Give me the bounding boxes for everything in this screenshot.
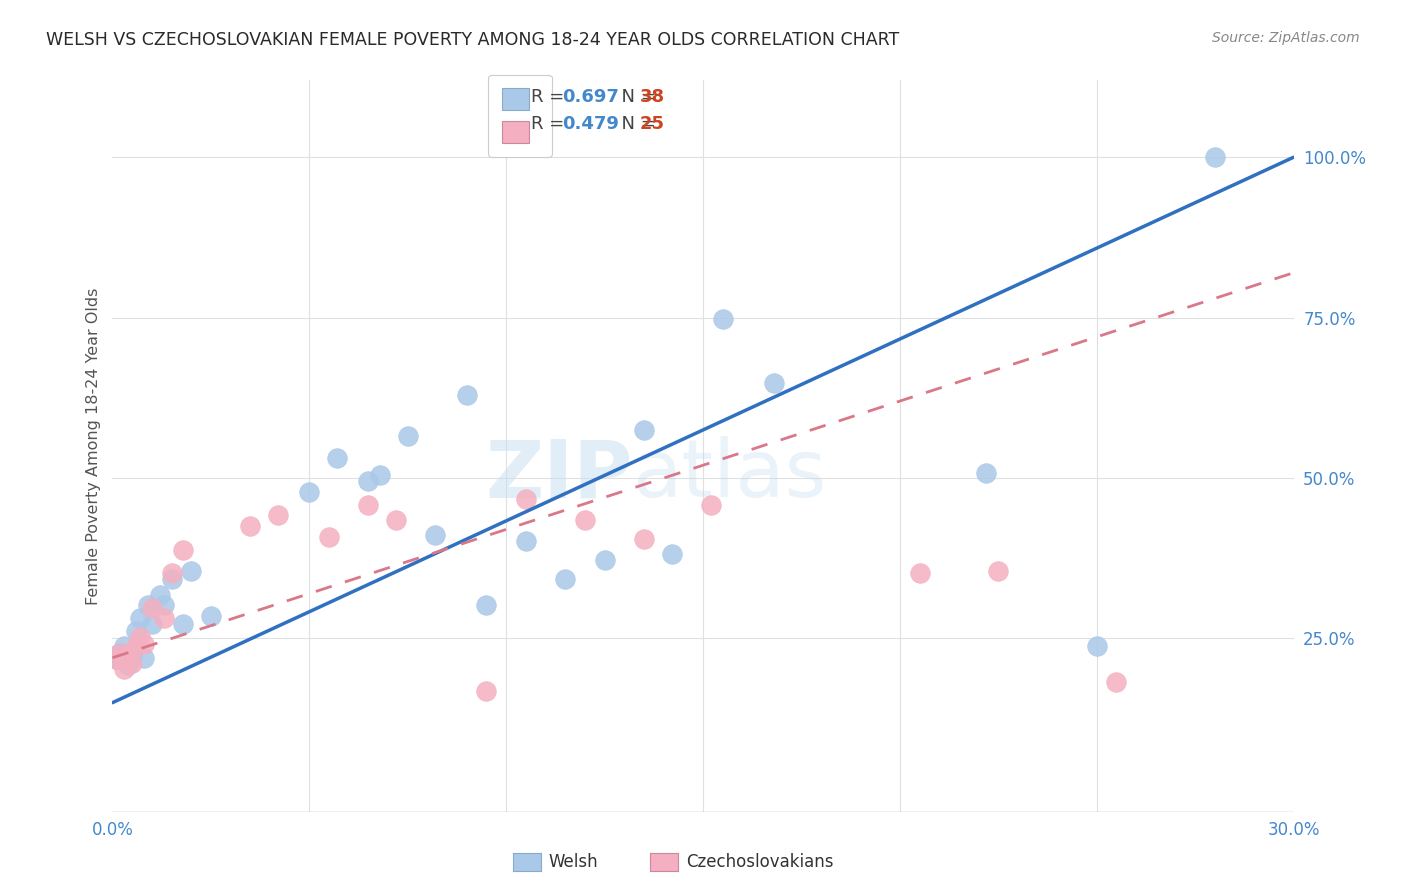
Text: N =: N = xyxy=(610,115,662,133)
Point xyxy=(425,527,447,541)
Point xyxy=(987,564,1010,578)
Point xyxy=(110,646,132,660)
Point xyxy=(357,475,380,489)
Point xyxy=(141,617,163,632)
Point xyxy=(976,466,998,480)
Point xyxy=(239,519,262,533)
Point xyxy=(326,450,349,465)
Point xyxy=(554,573,576,587)
Point xyxy=(132,637,155,651)
Point xyxy=(121,649,143,664)
Point xyxy=(136,598,159,612)
Point xyxy=(267,508,290,523)
Point xyxy=(160,573,183,587)
Point xyxy=(121,648,143,662)
Text: R =: R = xyxy=(531,115,571,133)
Point xyxy=(105,648,128,662)
Point xyxy=(125,624,148,638)
Legend: , : , xyxy=(488,75,551,157)
Point xyxy=(633,423,655,437)
Point xyxy=(105,652,128,666)
Point xyxy=(152,611,174,625)
Point xyxy=(110,650,132,665)
Text: atlas: atlas xyxy=(633,436,827,515)
Point xyxy=(112,649,135,664)
Point xyxy=(357,498,380,512)
Point xyxy=(574,513,596,527)
Point xyxy=(711,312,734,326)
Point xyxy=(200,609,222,624)
Text: 25: 25 xyxy=(640,115,665,133)
Point xyxy=(112,662,135,676)
Text: 0.697: 0.697 xyxy=(562,88,619,106)
Point xyxy=(661,547,683,561)
Point xyxy=(318,530,340,544)
Point xyxy=(762,376,785,391)
Point xyxy=(515,491,537,506)
Text: 38: 38 xyxy=(640,88,665,106)
Point xyxy=(172,617,194,632)
Point xyxy=(117,648,139,662)
Point xyxy=(117,658,139,673)
Point xyxy=(593,553,616,567)
Text: Czechoslovakians: Czechoslovakians xyxy=(686,853,834,871)
Point xyxy=(298,485,321,500)
Text: WELSH VS CZECHOSLOVAKIAN FEMALE POVERTY AMONG 18-24 YEAR OLDS CORRELATION CHART: WELSH VS CZECHOSLOVAKIAN FEMALE POVERTY … xyxy=(46,31,900,49)
Point xyxy=(121,656,143,670)
Text: 0.479: 0.479 xyxy=(562,115,619,133)
Point xyxy=(110,646,132,660)
Point xyxy=(160,566,183,580)
Point xyxy=(633,532,655,546)
Text: Welsh: Welsh xyxy=(548,853,598,871)
Point xyxy=(908,566,931,580)
Point xyxy=(1105,675,1128,690)
Text: ZIP: ZIP xyxy=(485,436,633,515)
Point xyxy=(396,429,419,443)
Point xyxy=(1204,150,1226,164)
Point xyxy=(125,639,148,653)
Point xyxy=(475,598,498,612)
Point xyxy=(368,467,391,482)
Y-axis label: Female Poverty Among 18-24 Year Olds: Female Poverty Among 18-24 Year Olds xyxy=(86,287,101,605)
Point xyxy=(129,630,152,644)
Point xyxy=(129,611,152,625)
Point xyxy=(152,598,174,612)
Text: R =: R = xyxy=(531,88,571,106)
Point xyxy=(515,533,537,548)
Point xyxy=(132,650,155,665)
Point xyxy=(141,600,163,615)
Text: Source: ZipAtlas.com: Source: ZipAtlas.com xyxy=(1212,31,1360,45)
Point xyxy=(456,387,478,401)
Point xyxy=(180,564,202,578)
Point xyxy=(1085,639,1108,653)
Point xyxy=(112,639,135,653)
Text: N =: N = xyxy=(610,88,662,106)
Point xyxy=(172,543,194,558)
Point xyxy=(475,684,498,698)
Point xyxy=(105,652,128,666)
Point xyxy=(385,513,408,527)
Point xyxy=(149,588,172,602)
Point xyxy=(700,498,723,512)
